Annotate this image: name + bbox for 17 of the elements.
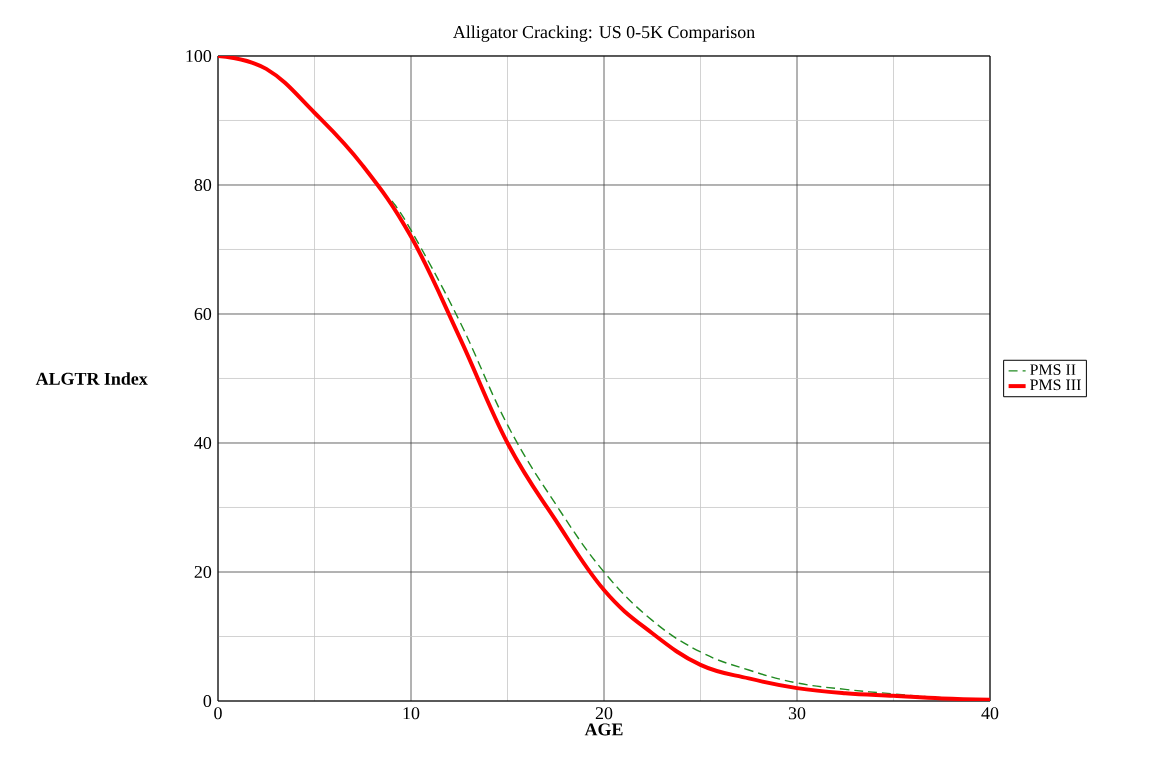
x-tick-label: 20 <box>595 707 613 720</box>
y-tick-label: 60 <box>194 307 212 321</box>
y-tick-label: 20 <box>194 565 212 579</box>
chart-title: Alligator Cracking: US 0-5K Comparison <box>453 25 755 42</box>
x-axis-title: AGE <box>584 723 623 736</box>
legend-label: PMS II <box>1030 364 1076 375</box>
y-tick-label: 40 <box>194 436 212 450</box>
x-tick-label: 30 <box>788 707 806 720</box>
legend-label: PMS III <box>1030 379 1081 391</box>
y-tick-label: 100 <box>186 49 212 63</box>
x-tick-label: 0 <box>214 707 222 720</box>
line-series <box>218 55 990 701</box>
y-tick-label: 0 <box>203 694 212 708</box>
y-tick-label: 80 <box>194 178 212 192</box>
y-axis-title: ALGTR Index <box>35 372 148 385</box>
x-tick-label: 10 <box>403 707 420 720</box>
x-tick-label: 40 <box>981 707 999 720</box>
